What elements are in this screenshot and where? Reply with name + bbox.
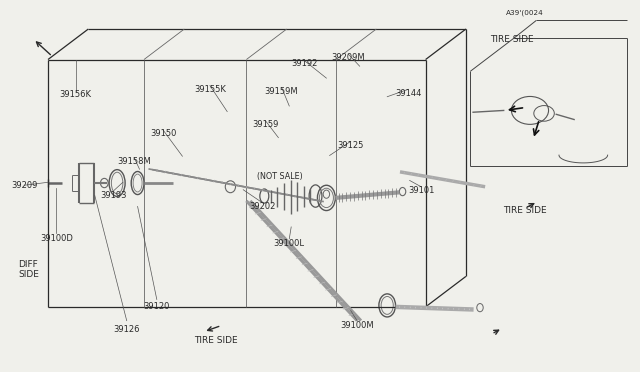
Text: 39125: 39125	[337, 141, 364, 150]
Text: (NOT SALE): (NOT SALE)	[257, 172, 303, 181]
Text: 39155K: 39155K	[194, 85, 226, 94]
Text: 39144: 39144	[395, 89, 422, 97]
Text: 39209M: 39209M	[332, 53, 365, 62]
Text: 39101: 39101	[408, 186, 435, 195]
Text: DIFF
SIDE: DIFF SIDE	[18, 260, 39, 279]
Text: 39120: 39120	[143, 302, 170, 311]
Text: 39193: 39193	[100, 191, 127, 200]
Text: 39100L: 39100L	[274, 239, 305, 248]
Text: 39100D: 39100D	[40, 234, 73, 243]
Text: TIRE SIDE: TIRE SIDE	[195, 336, 238, 345]
Text: TIRE SIDE: TIRE SIDE	[503, 206, 547, 215]
Text: 39156K: 39156K	[60, 90, 92, 99]
Text: 39209: 39209	[11, 182, 38, 190]
Text: 39126: 39126	[113, 325, 140, 334]
Text: A39'(0024: A39'(0024	[506, 10, 543, 16]
Text: 39202: 39202	[249, 202, 276, 211]
Text: 39150: 39150	[150, 129, 177, 138]
Text: 39159: 39159	[252, 120, 279, 129]
Text: 39192: 39192	[291, 60, 317, 68]
Text: 39158M: 39158M	[118, 157, 151, 166]
Text: TIRE SIDE: TIRE SIDE	[490, 35, 534, 44]
Text: 39100M: 39100M	[340, 321, 374, 330]
Text: 39159M: 39159M	[265, 87, 298, 96]
